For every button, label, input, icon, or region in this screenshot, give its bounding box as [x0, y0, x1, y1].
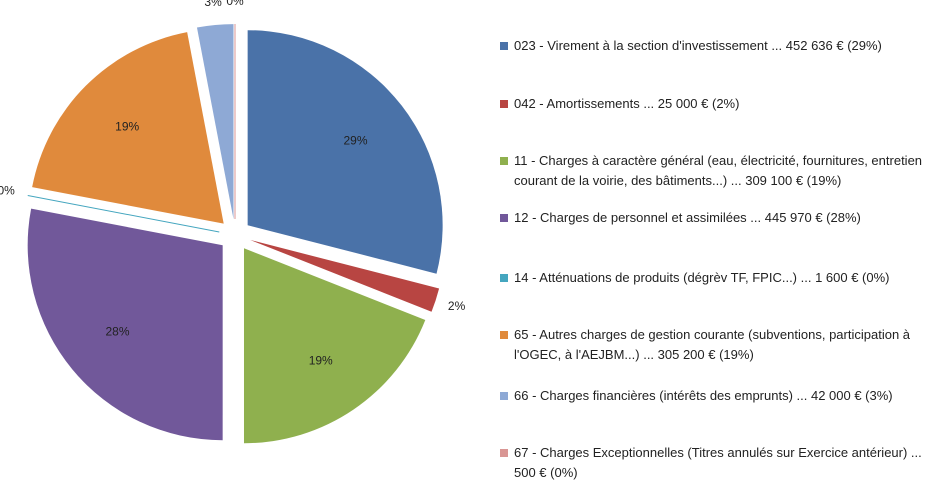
legend-swatch: [500, 449, 508, 457]
legend-label: 11 - Charges à caractère général (eau, é…: [514, 153, 923, 188]
legend-item: 023 - Virement à la section d'investisse…: [500, 36, 928, 56]
legend-label: 042 - Amortissements ... 25 000 € (2%): [514, 96, 740, 111]
legend-swatch: [500, 157, 508, 165]
legend-label: 67 - Charges Exceptionnelles (Titres ann…: [514, 445, 922, 480]
legend-item: 11 - Charges à caractère général (eau, é…: [500, 151, 928, 191]
legend-label: 65 - Autres charges de gestion courante …: [514, 327, 911, 362]
slice: [247, 30, 443, 274]
slice: [196, 24, 234, 220]
legend-label: 14 - Atténuations de produits (dégrèv TF…: [514, 270, 890, 285]
slice: [250, 239, 440, 312]
data-label: 0%: [226, 0, 244, 8]
legend-swatch: [500, 42, 508, 50]
legend-item: 042 - Amortissements ... 25 000 € (2%): [500, 94, 928, 114]
data-label: 0%: [0, 184, 15, 198]
legend-swatch: [500, 100, 508, 108]
data-label: 28%: [105, 324, 129, 338]
legend-item: 65 - Autres charges de gestion courante …: [500, 325, 928, 365]
data-label: 2%: [448, 299, 466, 313]
legend-item: 66 - Charges financières (intérêts des e…: [500, 386, 928, 406]
legend-label: 66 - Charges financières (intérêts des e…: [514, 388, 893, 403]
slice: [243, 248, 426, 444]
legend-label: 023 - Virement à la section d'investisse…: [514, 38, 882, 53]
legend-swatch: [500, 331, 508, 339]
legend-item: 67 - Charges Exceptionnelles (Titres ann…: [500, 443, 928, 480]
legend-swatch: [500, 274, 508, 282]
legend-label: 12 - Charges de personnel et assimilées …: [514, 210, 861, 225]
data-label: 19%: [115, 119, 139, 133]
legend-item: 12 - Charges de personnel et assimilées …: [500, 208, 928, 228]
data-label: 3%: [204, 0, 222, 9]
slice: [27, 208, 223, 441]
legend-swatch: [500, 392, 508, 400]
legend-swatch: [500, 214, 508, 222]
data-label: 19%: [309, 353, 333, 367]
legend-item: 14 - Atténuations de produits (dégrèv TF…: [500, 268, 928, 288]
data-label: 29%: [343, 134, 367, 148]
slice: [27, 194, 220, 233]
slice: [32, 32, 224, 224]
